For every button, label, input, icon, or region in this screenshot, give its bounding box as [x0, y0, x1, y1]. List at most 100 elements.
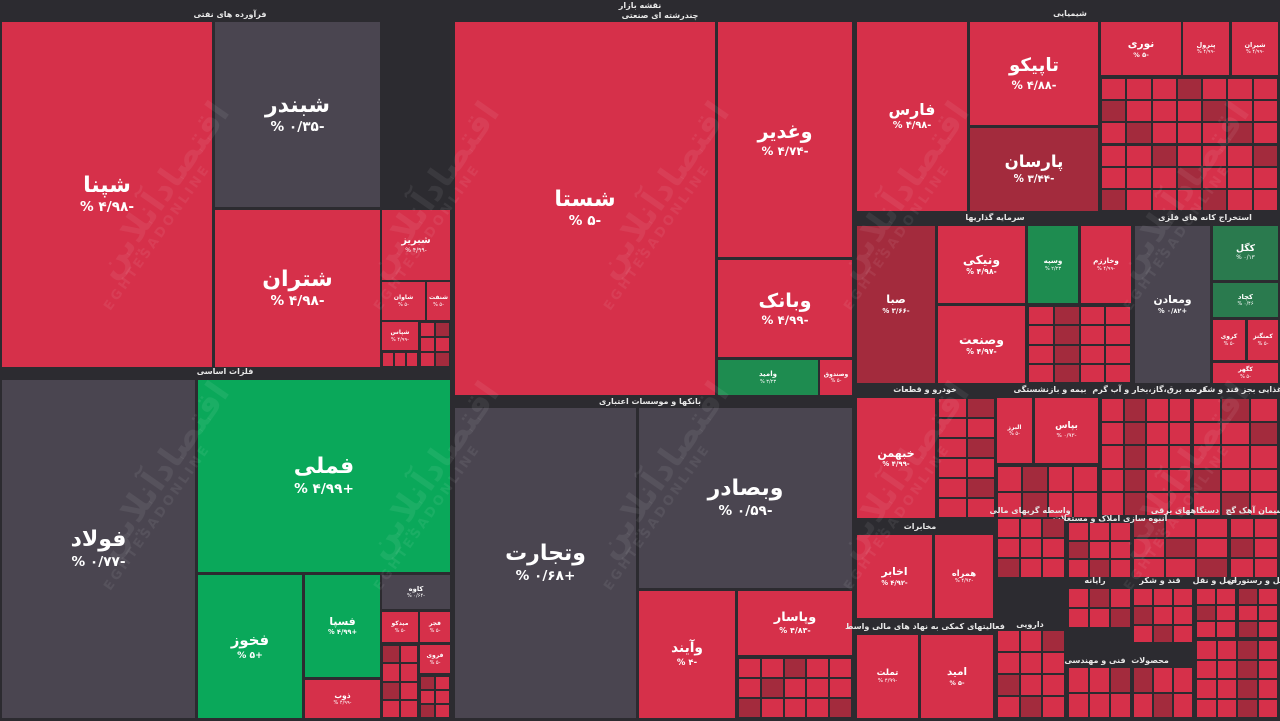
filler-tile — [1165, 559, 1196, 577]
stock-name: شتران — [262, 266, 333, 292]
filler-tile — [1043, 559, 1064, 577]
stock-name: بپاس — [1055, 421, 1078, 432]
stock-tile: کاوه -۰/۶۴ % — [382, 575, 450, 609]
stock-tile: کروی -۵ % — [1213, 320, 1245, 360]
filler-tile — [1169, 422, 1190, 445]
filler-tile — [739, 699, 760, 717]
filler-tile — [1197, 559, 1227, 577]
stock-name: نوری — [1127, 37, 1155, 50]
stock-name: همراه — [951, 567, 977, 578]
filler-tile — [967, 499, 994, 517]
stock-tile: البرز -۵ % — [997, 398, 1032, 463]
filler-tile — [1069, 589, 1088, 607]
stock-name: اخابر — [881, 565, 908, 579]
filler-tile — [1147, 422, 1168, 445]
filler-tile — [1090, 589, 1109, 607]
stock-change: -۴/۹۲ % — [881, 578, 908, 587]
filler-tile — [1169, 446, 1190, 468]
stock-tile: وآیند -۴ % — [639, 591, 735, 718]
filler-tile — [1090, 693, 1109, 717]
filler-tile — [1253, 101, 1277, 122]
stock-change: -۵ % — [1257, 340, 1269, 347]
filler-tile — [1217, 680, 1236, 698]
stock-change: +۵ % — [237, 649, 263, 661]
filler-tile — [1203, 123, 1227, 144]
stock-tile: نوری -۵ % — [1101, 22, 1181, 75]
filler-tile — [761, 679, 783, 697]
stock-name: وبصادر — [707, 476, 784, 502]
filler-tile — [1222, 469, 1249, 492]
sector-title: واسطه گریهای مالی — [989, 506, 1071, 515]
stock-change: -۴/۹۹ % — [333, 700, 352, 707]
filler-tile — [1231, 539, 1253, 557]
stock-change: -۴/۹۹ % — [1197, 49, 1215, 56]
stock-name: کمنگنز — [1253, 333, 1273, 340]
filler-tile — [1111, 541, 1130, 559]
stock-tile: کچاد ۰/۴۶ % — [1213, 283, 1278, 317]
filler-tile — [1054, 345, 1079, 363]
stock-tile: اخابر -۴/۹۲ % — [857, 535, 932, 618]
stock-change: -۴ % — [676, 657, 698, 668]
filler-tile — [1255, 559, 1277, 577]
stock-change: -۵ % — [429, 659, 441, 666]
filler-tile — [1228, 189, 1252, 210]
filler-tile — [998, 539, 1019, 557]
filler-tile — [1250, 446, 1277, 468]
filler-tile — [1111, 523, 1130, 540]
stock-change: -۵ % — [1223, 340, 1235, 347]
stock-tile: شتران -۴/۹۸ % — [215, 210, 380, 367]
stock-change: +۴/۹۹ % — [294, 480, 354, 497]
filler-tile — [1020, 631, 1042, 651]
filler-tile — [1020, 539, 1042, 557]
filler-tile — [1250, 493, 1277, 515]
stock-name: کروی — [1220, 333, 1238, 340]
stock-tile: تاپیکو -۴/۸۸ % — [970, 22, 1098, 125]
filler-tile — [1255, 539, 1277, 557]
stock-change: ۰/۱۳ % — [1236, 255, 1255, 262]
stock-name: شستا — [554, 186, 616, 212]
filler-tile — [1152, 123, 1176, 144]
filler-tile — [1177, 101, 1202, 122]
stock-tile: وخارزم -۴/۹۹ % — [1081, 226, 1131, 303]
filler-tile — [1134, 559, 1164, 577]
filler-tile — [1134, 539, 1164, 557]
filler-tile — [1134, 693, 1152, 717]
sector-title: انبوه سازی املاک و مستغلات — [1052, 514, 1168, 523]
stock-tile: وبصادر -۰/۵۹ % — [639, 408, 852, 588]
filler-tile — [1090, 668, 1109, 692]
filler-tile — [436, 677, 449, 689]
filler-tile — [436, 323, 449, 336]
stock-name: وغدیر — [757, 119, 813, 143]
filler-tile — [1127, 101, 1151, 122]
filler-tile — [1134, 668, 1152, 692]
filler-tile — [830, 659, 851, 677]
filler-tile — [1043, 539, 1064, 557]
filler-tile — [807, 679, 829, 697]
stock-name: وامید — [759, 369, 777, 378]
stock-change: -۵ % — [949, 678, 965, 687]
filler-tile — [407, 353, 417, 366]
stock-change: -۴/۹۹ % — [1097, 265, 1115, 272]
stock-tile: وبانک -۴/۹۹ % — [718, 260, 852, 357]
stock-tile: وپاسار -۴/۸۳ % — [738, 591, 852, 655]
filler-tile — [1194, 446, 1221, 468]
stock-name: شبندر — [265, 92, 330, 118]
stock-name: وبانک — [758, 288, 812, 312]
filler-tile — [1029, 345, 1053, 363]
filler-tile — [1238, 660, 1257, 678]
filler-tile — [1102, 101, 1126, 122]
filler-tile — [1197, 519, 1227, 537]
filler-tile — [1102, 145, 1126, 166]
filler-tile — [401, 664, 417, 681]
filler-tile — [1069, 541, 1088, 559]
filler-tile — [1253, 79, 1277, 100]
filler-tile — [1174, 668, 1192, 692]
filler-tile — [1154, 607, 1172, 624]
stock-change: +۴/۹۹ % — [327, 628, 358, 637]
filler-tile — [1124, 493, 1145, 515]
stock-change: -۰/۳۵ % — [270, 119, 325, 136]
filler-tile — [1222, 446, 1249, 468]
filler-tile — [1102, 469, 1123, 492]
filler-tile — [1253, 145, 1277, 166]
filler-tile — [1127, 123, 1151, 144]
